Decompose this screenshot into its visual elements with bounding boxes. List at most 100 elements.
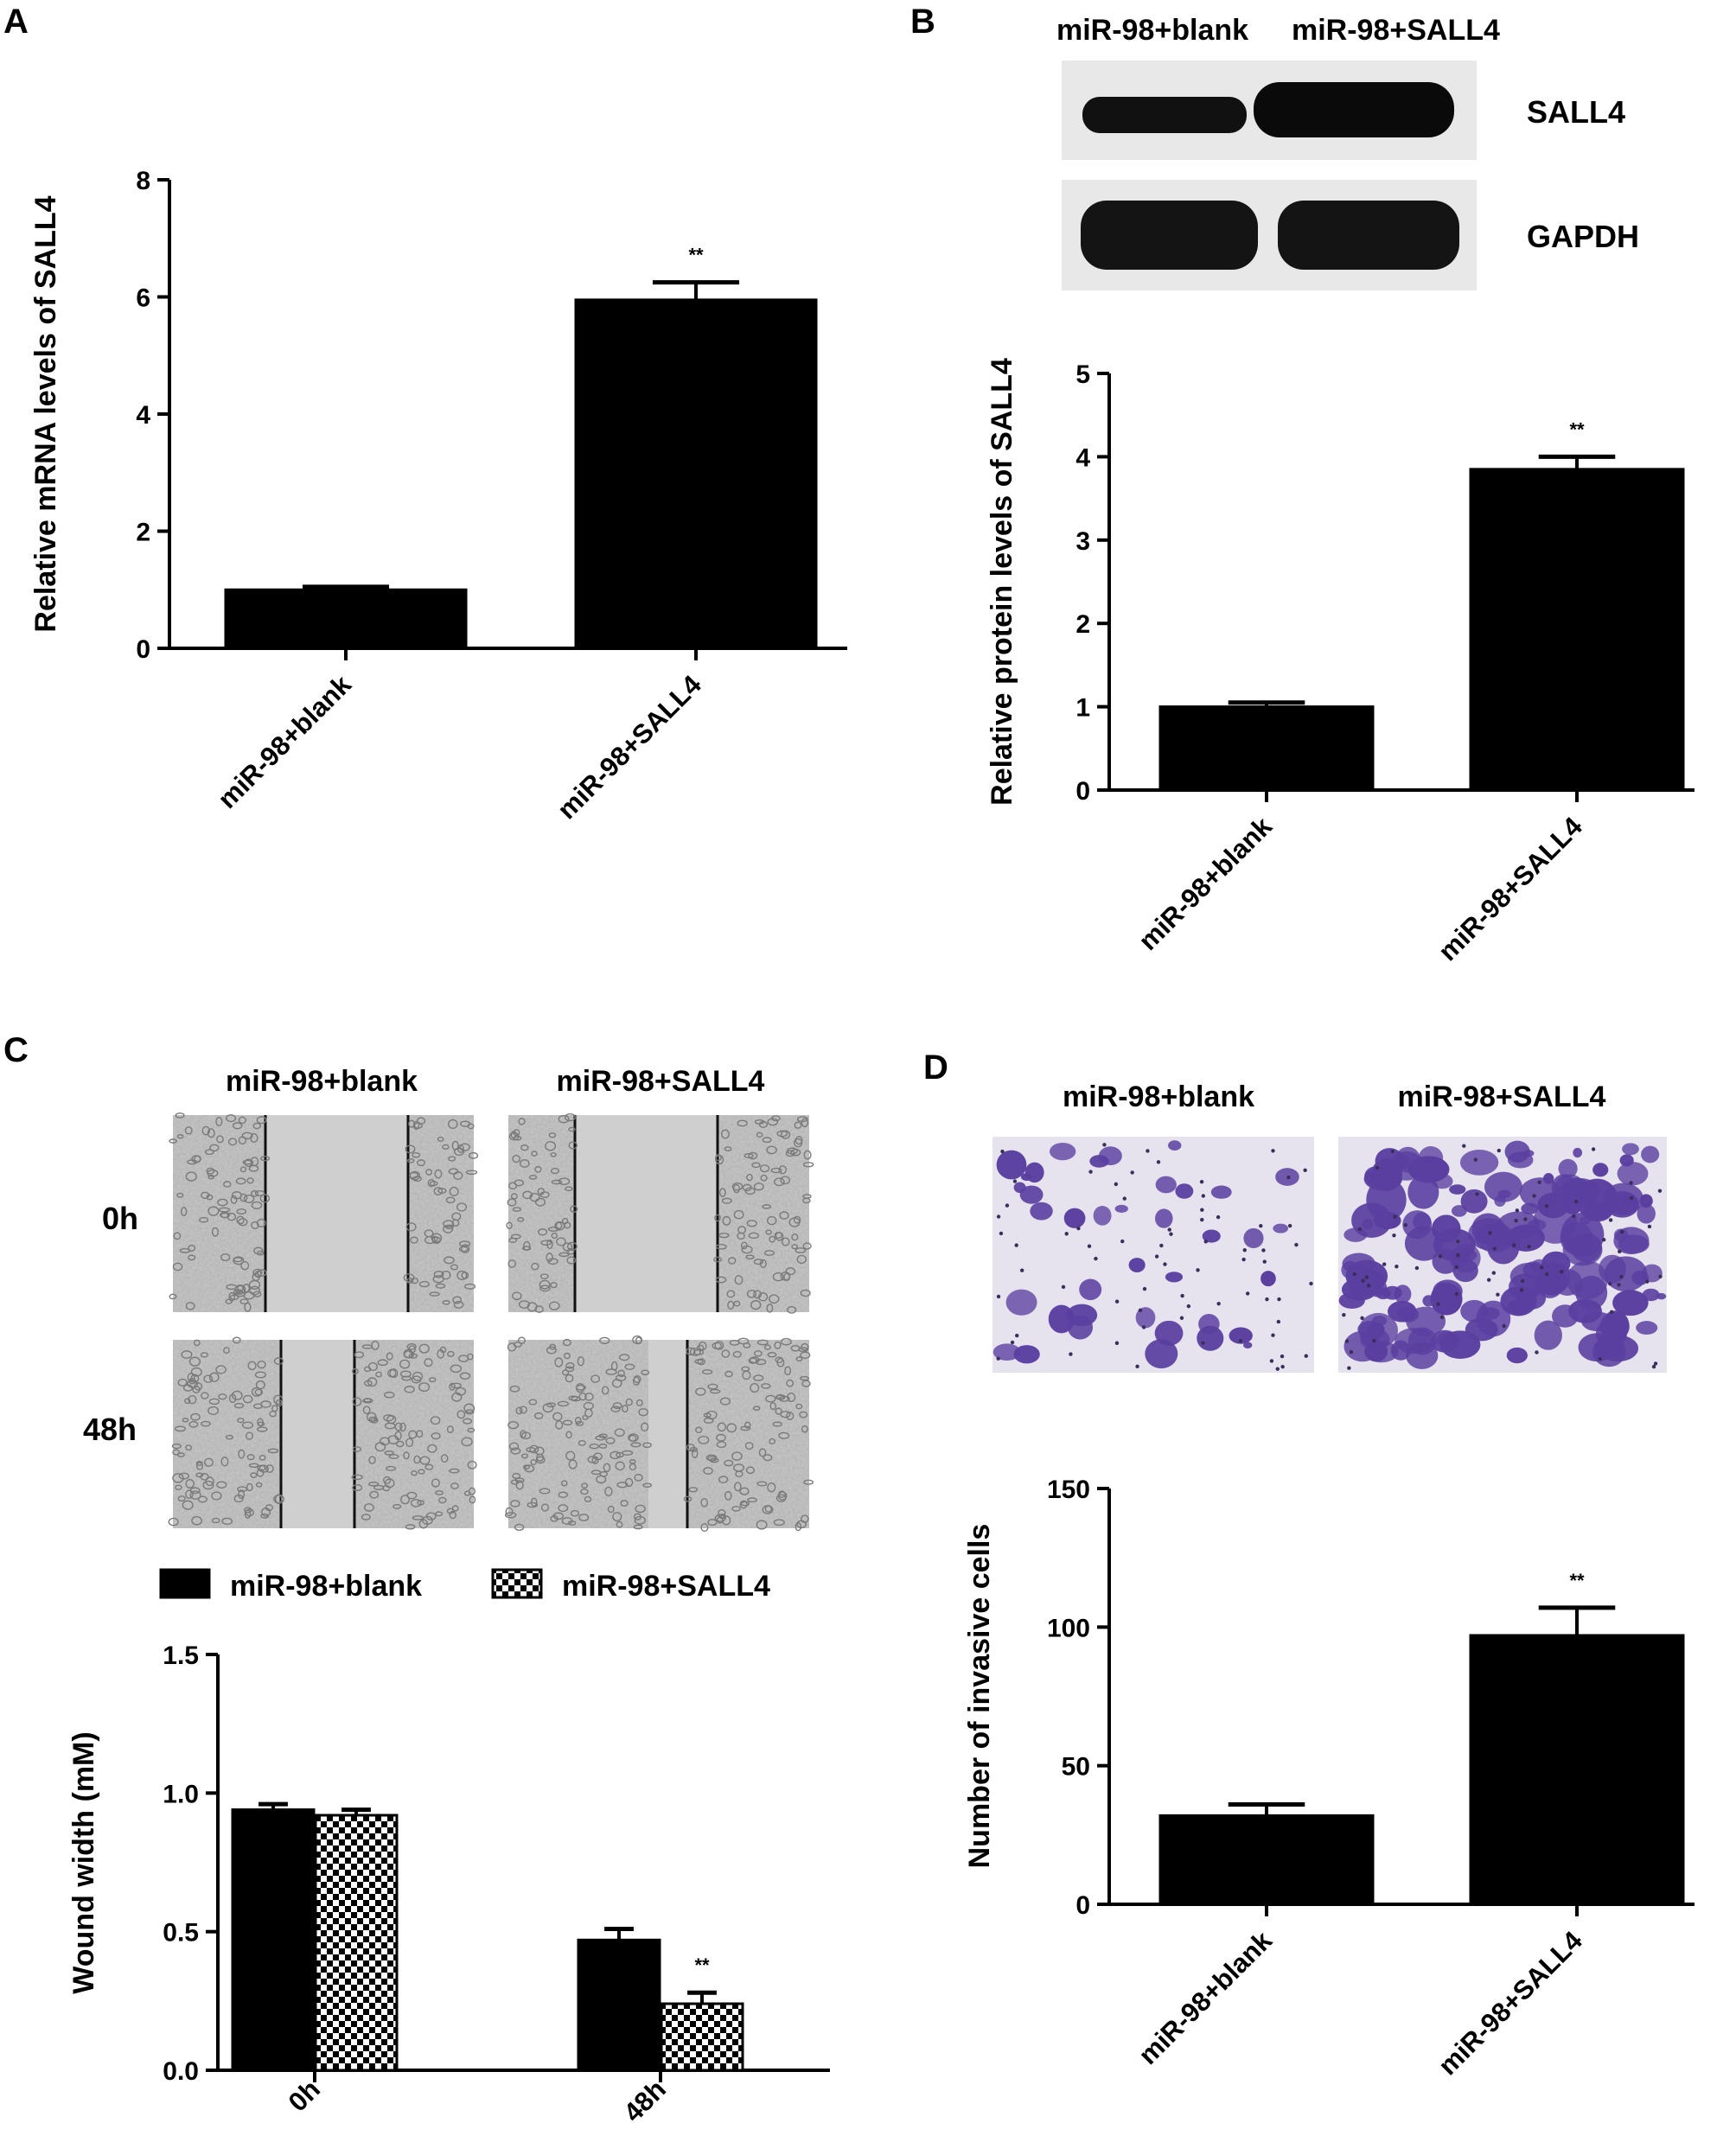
scratch-cell-2-48 <box>567 1247 575 1255</box>
scratch-cell-0-2 <box>238 1218 248 1227</box>
scratch-cell-6-105 <box>520 1453 529 1459</box>
transwell-cell-1-132 <box>1449 1184 1466 1195</box>
scratch-cell-6-80 <box>520 1431 532 1440</box>
scratch-cell-7-1 <box>755 1358 767 1366</box>
scratch-cell-6-109 <box>614 1428 625 1438</box>
scratch-cell-3-82 <box>742 1183 752 1192</box>
scratch-cell-7-117 <box>717 1515 724 1524</box>
scratch-cell-6-83 <box>598 1444 608 1449</box>
transwell-cell-0-18 <box>1197 1325 1224 1351</box>
scratch-cell-7-86 <box>739 1500 748 1509</box>
blot-lane-label-1: miR-98+blank <box>1056 14 1248 47</box>
scratch-cell-5-49 <box>367 1377 378 1387</box>
scratch-cell-5-87 <box>354 1351 365 1359</box>
scratch-cell-7-84 <box>750 1382 760 1393</box>
bar-d-1 <box>1469 1634 1685 1906</box>
scratch-image-blank-48h <box>173 1340 474 1528</box>
scratch-cell-6-55 <box>565 1374 574 1383</box>
transwell-cell-1-146 <box>1364 1341 1399 1363</box>
scratch-cell-2-24 <box>518 1300 530 1309</box>
scratch-cell-6-39 <box>596 1475 607 1484</box>
transwell-cell-0-31 <box>1013 1182 1026 1194</box>
transwell-pore-0-59 <box>1286 1175 1291 1180</box>
scratch-cell-4-88 <box>228 1393 237 1404</box>
scratch-cell-4-69 <box>258 1454 266 1461</box>
scratch-cell-7-79 <box>775 1494 787 1502</box>
scratch-cell-6-73 <box>552 1412 563 1422</box>
scratch-cell-7-66 <box>795 1403 803 1410</box>
transwell-pore-0-57 <box>1280 1354 1285 1359</box>
transwell-cell-1-93 <box>1560 1212 1605 1258</box>
scratch-cell-0-63 <box>207 1128 215 1138</box>
transwell-pore-1-25 <box>1608 1218 1613 1222</box>
scratch-cell-0-58 <box>244 1302 252 1312</box>
transwell-pore-0-67 <box>1014 1243 1018 1247</box>
transwell-pore-1-33 <box>1496 1292 1500 1297</box>
transwell-pore-0-17 <box>1163 1262 1167 1266</box>
transwell-cell-1-148 <box>1599 1312 1630 1341</box>
scratch-cell-7-112 <box>786 1379 795 1387</box>
scratch-cell-7-114 <box>801 1342 809 1351</box>
scratch-cell-3-38 <box>745 1254 755 1259</box>
scratch-cell-5-97 <box>373 1484 385 1490</box>
transwell-pore-1-16 <box>1367 1283 1371 1288</box>
scratch-cell-2-37 <box>523 1240 531 1252</box>
scratch-cell-6-33 <box>633 1374 641 1384</box>
scratch-cell-2-25 <box>540 1240 552 1246</box>
transwell-cell-1-137 <box>1516 1287 1547 1310</box>
scratch-cell-7-107 <box>769 1438 775 1445</box>
scratch-cell-1-43 <box>465 1170 478 1176</box>
transwell-pore-1-49 <box>1657 1189 1663 1193</box>
scratch-cell-6-70 <box>558 1504 569 1513</box>
scratch-cell-7-73 <box>775 1393 786 1400</box>
scratch-cell-6-10 <box>565 1431 572 1439</box>
scratch-cell-0-24 <box>249 1285 261 1296</box>
western-blot: miR-98+blank miR-98+SALL4 SALL4 GAPDH <box>1056 14 1639 290</box>
scratch-cell-7-108 <box>756 1481 768 1487</box>
scratch-cell-5-78 <box>384 1422 396 1430</box>
scratch-cell-4-29 <box>203 1457 214 1467</box>
scratch-cell-6-41 <box>568 1459 578 1469</box>
y-tick-label-a-2: 4 <box>136 401 150 430</box>
scratch-cell-5-11 <box>352 1483 363 1492</box>
scratch-cell-0-88 <box>242 1159 254 1165</box>
transwell-pore-1-38 <box>1527 1244 1531 1249</box>
scratch-cell-6-113 <box>574 1416 582 1425</box>
scratch-cell-2-32 <box>510 1193 518 1200</box>
scratch-cell-6-14 <box>564 1352 571 1360</box>
transwell-pore-1-11 <box>1608 1281 1612 1286</box>
scratch-cell-0-60 <box>184 1126 193 1135</box>
transwell-cell-0-11 <box>1049 1143 1076 1161</box>
scratch-cell-2-54 <box>506 1221 513 1229</box>
scratch-cell-2-6 <box>546 1253 553 1262</box>
bar-d-0 <box>1158 1814 1375 1906</box>
transwell-pore-0-38 <box>1114 1299 1120 1304</box>
transwell-cell-0-32 <box>1165 1272 1184 1283</box>
transwell-cell-1-131 <box>1439 1330 1481 1359</box>
scratch-cell-6-97 <box>560 1480 568 1487</box>
scratch-cell-0-38 <box>250 1189 258 1197</box>
scratch-cell-6-46 <box>615 1461 625 1471</box>
scratch-cell-6-92 <box>567 1520 577 1526</box>
transwell-pore-0-35 <box>1135 1364 1139 1369</box>
scratch-cell-3-83 <box>786 1147 798 1155</box>
scratch-cell-7-24 <box>716 1441 727 1449</box>
scratch-cell-6-106 <box>593 1452 603 1461</box>
scratch-cell-7-104 <box>731 1451 743 1461</box>
scratch-cell-7-8 <box>747 1497 757 1503</box>
transwell-pore-0-1 <box>1069 1352 1073 1356</box>
y-tick-label-d-3: 150 <box>1047 1476 1090 1504</box>
scratch-cell-5-20 <box>431 1478 440 1488</box>
scratch-cell-6-128 <box>616 1520 623 1528</box>
scratch-cell-1-18 <box>418 1280 431 1288</box>
scratch-cell-3-33 <box>734 1275 744 1285</box>
scratch-cell-3-27 <box>780 1130 791 1139</box>
scratch-cell-6-95 <box>584 1495 592 1502</box>
transwell-pore-0-36 <box>1120 1239 1125 1244</box>
scratch-cell-3-46 <box>756 1132 763 1138</box>
scratch-cell-5-22 <box>361 1514 371 1520</box>
transwell-pore-1-14 <box>1537 1180 1541 1184</box>
scratch-cell-4-61 <box>176 1452 185 1457</box>
scratch-cell-6-54 <box>568 1395 578 1401</box>
